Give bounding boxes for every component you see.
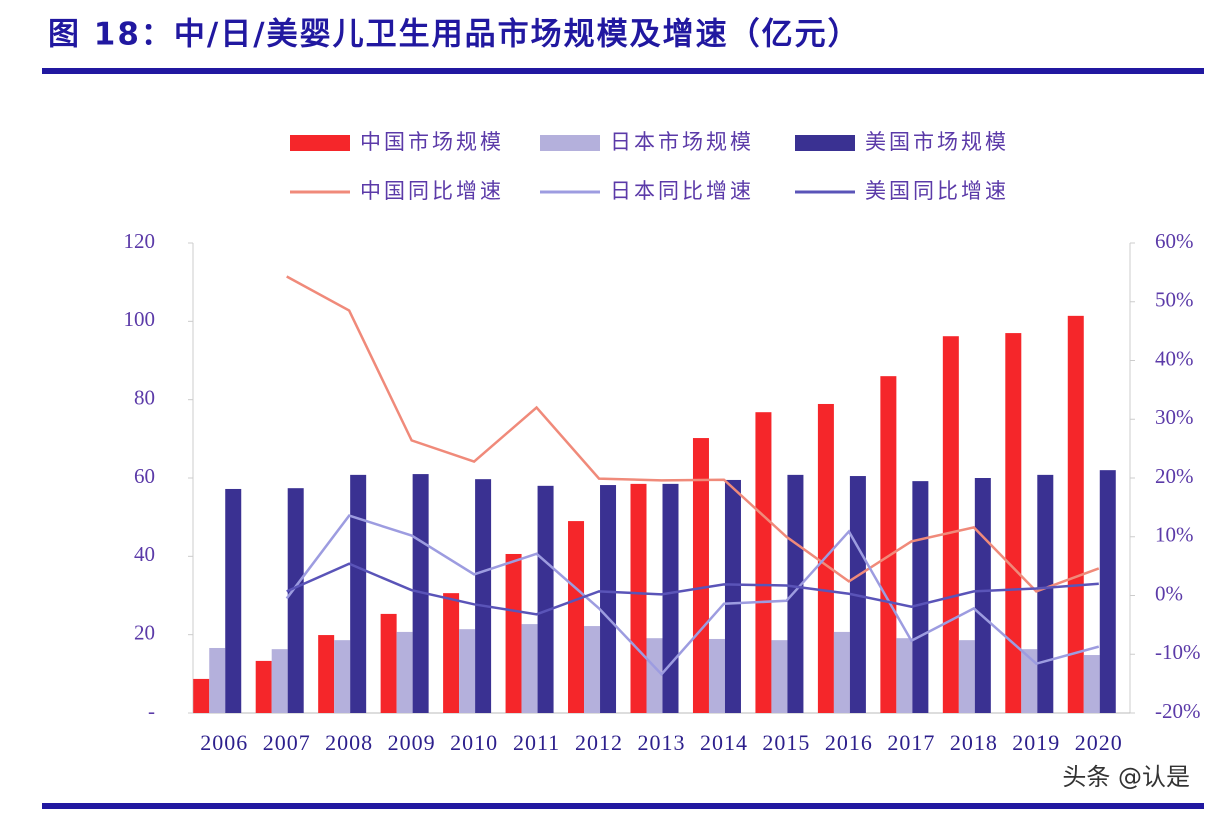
bar	[225, 488, 242, 713]
y2-tick-label: -20%	[1155, 699, 1201, 723]
y2-tick-label: 20%	[1155, 464, 1194, 488]
bar	[912, 481, 929, 713]
bar	[755, 412, 772, 713]
growth-line	[286, 562, 1099, 616]
bar	[459, 629, 476, 713]
bar	[396, 631, 413, 713]
legend-label: 中国市场规模	[360, 130, 504, 154]
bar	[1037, 474, 1054, 713]
y-tick-label: 20	[134, 620, 155, 644]
bar	[771, 640, 788, 713]
bar	[880, 376, 897, 713]
bar	[1005, 333, 1022, 713]
bar	[475, 479, 492, 713]
bar	[1021, 649, 1038, 713]
legend-swatch	[290, 135, 350, 151]
chart-title: 图 18：中/日/美婴儿卫生用品市场规模及增速（亿元）	[48, 17, 861, 53]
y2-tick-label: 0%	[1155, 581, 1183, 605]
y2-tick-label: 10%	[1155, 523, 1194, 547]
bar	[708, 638, 725, 713]
bar	[584, 626, 601, 713]
x-tick-label: 2007	[263, 730, 311, 755]
y2-tick-label: 60%	[1155, 229, 1194, 253]
bar	[255, 660, 272, 713]
bar	[380, 613, 397, 713]
x-tick-label: 2009	[388, 730, 436, 755]
y2-tick-label: 50%	[1155, 288, 1194, 312]
x-tick-label: 2017	[887, 730, 935, 755]
legend-label: 日本同比增速	[610, 179, 754, 203]
y-tick-label: 120	[124, 229, 156, 253]
bar	[896, 638, 913, 713]
bar	[974, 478, 991, 713]
bar	[1099, 470, 1116, 713]
bar	[521, 624, 538, 713]
x-tick-label: 2006	[200, 730, 248, 755]
bar	[287, 488, 304, 713]
x-tick-label: 2011	[513, 730, 560, 755]
bar	[193, 678, 210, 713]
y-tick-label: 100	[124, 307, 156, 331]
legend-label: 中国同比增速	[360, 179, 504, 203]
bar	[1083, 655, 1100, 713]
legend-swatch	[540, 135, 600, 151]
header-rule	[42, 68, 1204, 74]
bar	[724, 479, 741, 713]
bar	[600, 485, 617, 713]
x-tick-label: 2018	[950, 730, 998, 755]
bar	[833, 631, 850, 713]
x-tick-label: 2013	[638, 730, 686, 755]
legend-label: 美国市场规模	[865, 130, 1009, 154]
bar	[505, 553, 522, 713]
bar	[412, 474, 429, 713]
bar	[350, 474, 367, 713]
bar	[692, 438, 709, 713]
growth-line	[286, 275, 1100, 593]
y-tick-label: -	[148, 699, 155, 723]
x-tick-label: 2014	[700, 730, 748, 755]
bar	[318, 635, 335, 713]
bar	[443, 593, 460, 713]
bar	[568, 521, 585, 713]
bar	[787, 474, 804, 713]
x-tick-label: 2019	[1012, 730, 1060, 755]
bar	[662, 483, 679, 713]
x-tick-label: 2016	[825, 730, 873, 755]
bar	[334, 640, 351, 713]
bar	[209, 647, 226, 713]
bar	[646, 638, 663, 713]
x-tick-label: 2020	[1075, 730, 1123, 755]
y-tick-label: 40	[134, 542, 155, 566]
bar	[537, 485, 554, 713]
footer-rule	[42, 803, 1204, 809]
growth-line	[285, 514, 1100, 677]
x-tick-label: 2015	[762, 730, 810, 755]
bar	[630, 483, 647, 713]
bar	[958, 640, 975, 713]
x-tick-label: 2012	[575, 730, 623, 755]
bar	[271, 649, 288, 713]
x-tick-label: 2010	[450, 730, 498, 755]
y2-tick-label: 30%	[1155, 405, 1194, 429]
y2-tick-label: -10%	[1155, 640, 1201, 664]
legend-label: 日本市场规模	[610, 130, 754, 154]
y-tick-label: 80	[134, 385, 155, 409]
legend-label: 美国同比增速	[865, 179, 1009, 203]
y-tick-label: 60	[134, 464, 155, 488]
y2-tick-label: 40%	[1155, 346, 1194, 370]
watermark: 头条 @认是	[1062, 763, 1190, 791]
bar	[1067, 315, 1084, 713]
bar	[942, 336, 959, 713]
x-tick-label: 2008	[325, 730, 373, 755]
legend-swatch	[795, 135, 855, 151]
